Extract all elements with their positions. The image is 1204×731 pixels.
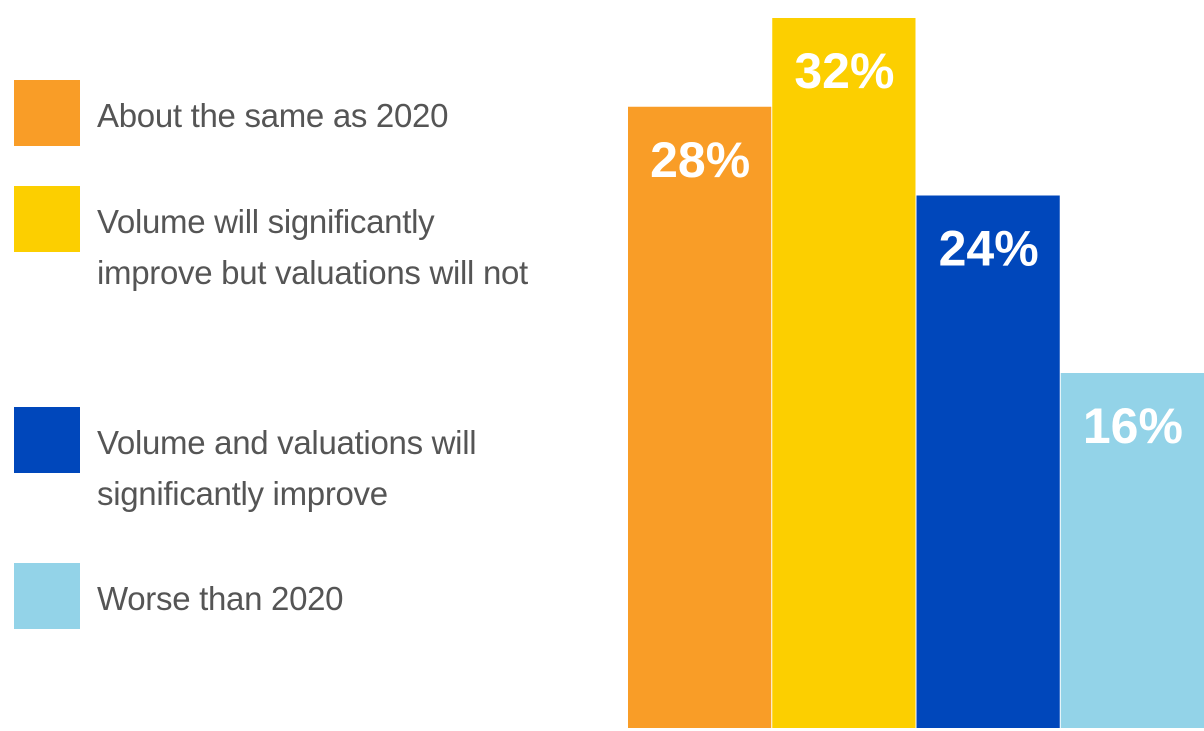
bar [628,106,772,728]
legend-swatch [14,186,80,252]
legend-label: Worse than 2020 [97,580,344,617]
bar [772,18,916,728]
value-label: 28% [650,132,750,188]
legend-swatch [14,80,80,146]
legend-label: About the same as 2020 [97,97,449,134]
legend-label: Volume and valuations will significantly… [97,424,477,512]
legend-label: Volume will significantly improve but va… [97,203,528,291]
value-label: 16% [1083,398,1183,454]
bar [1060,373,1204,728]
value-label: 24% [939,221,1039,277]
bar [916,195,1060,728]
legend-swatch [14,407,80,473]
value-label: 32% [794,43,894,99]
legend-swatch [14,563,80,629]
